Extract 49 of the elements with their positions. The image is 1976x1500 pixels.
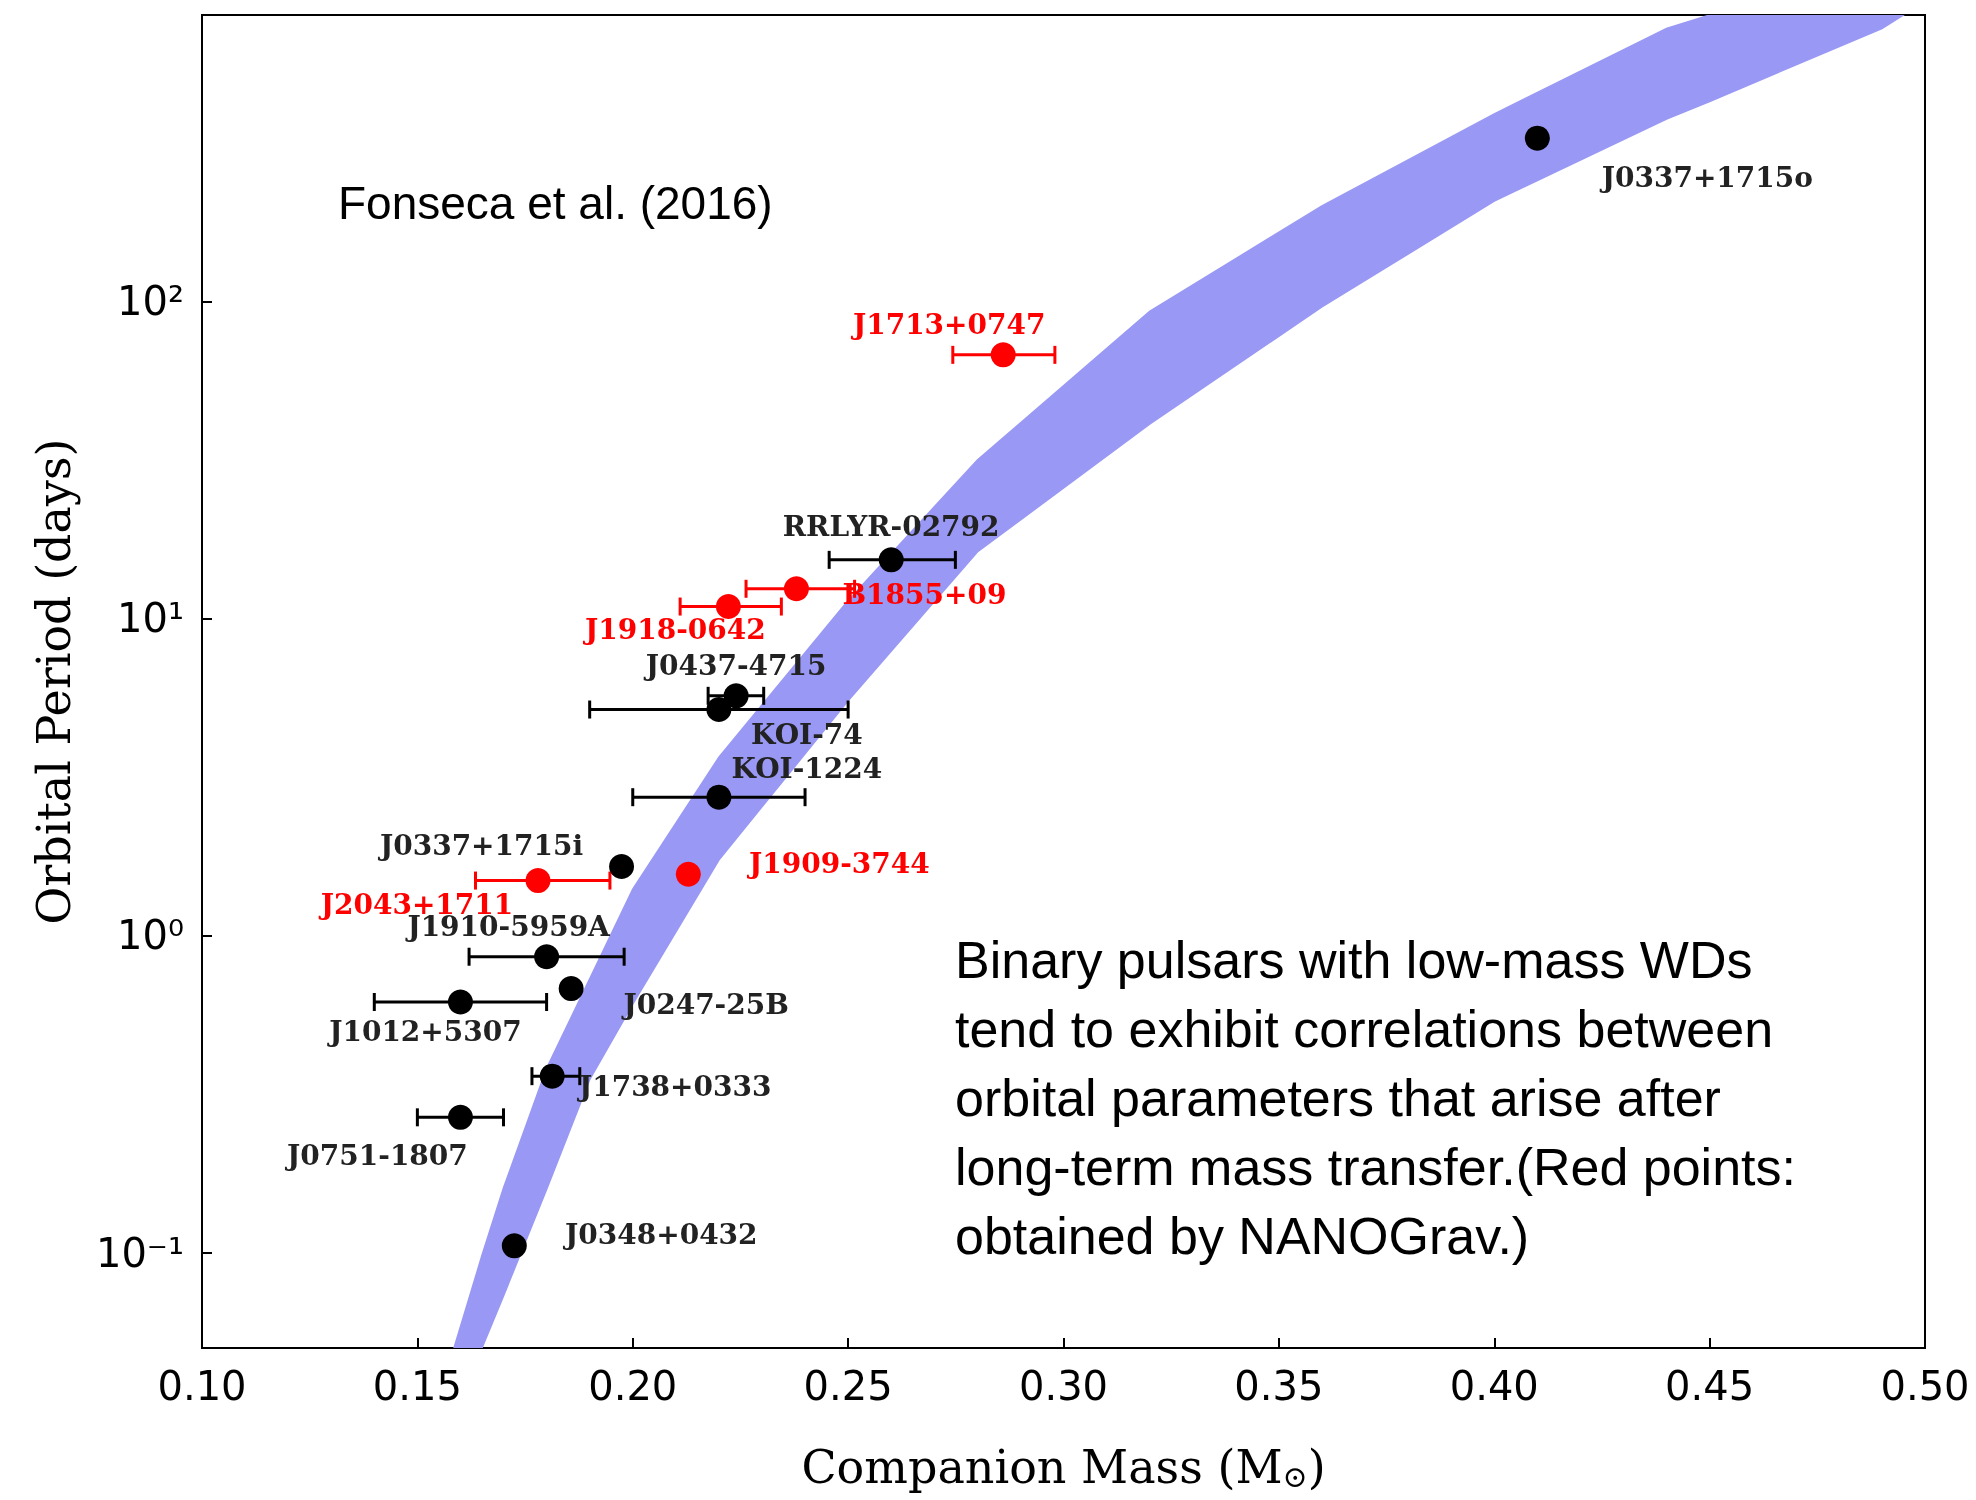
x-axis-title: Companion Mass (M⊙) bbox=[801, 1440, 1326, 1494]
y-tick-label: 10² bbox=[117, 278, 184, 325]
data-label: J1738+0333 bbox=[575, 1069, 772, 1103]
x-tick-label: 0.20 bbox=[588, 1363, 678, 1409]
data-label: J0247-25B bbox=[620, 988, 789, 1022]
y-tick-label: 10⁰ bbox=[117, 912, 184, 959]
y-axis-title: Orbital Period (days) bbox=[27, 438, 81, 925]
x-tick-label: 0.35 bbox=[1234, 1363, 1324, 1409]
data-label: J0751-1807 bbox=[284, 1138, 468, 1172]
point bbox=[675, 861, 701, 887]
x-tick-label: 0.50 bbox=[1880, 1363, 1970, 1409]
point bbox=[878, 547, 904, 573]
point bbox=[609, 854, 635, 880]
point bbox=[706, 697, 732, 723]
x-tick-label: 0.30 bbox=[1018, 1363, 1109, 1409]
data-label: J1918-0642 bbox=[582, 613, 766, 647]
x-tick-label: 0.25 bbox=[803, 1363, 893, 1409]
point bbox=[990, 342, 1016, 368]
x-tick-label: 0.45 bbox=[1665, 1363, 1755, 1409]
data-label: KOI-74 bbox=[751, 718, 863, 752]
data-label: B1855+09 bbox=[842, 578, 1007, 612]
data-label: J0337+1715i bbox=[376, 829, 584, 863]
point bbox=[447, 1104, 473, 1130]
data-label: J0437-4715 bbox=[642, 649, 827, 683]
y-tick-label: 10¹ bbox=[117, 595, 184, 642]
point bbox=[706, 784, 732, 810]
x-tick-label: 0.40 bbox=[1449, 1363, 1539, 1409]
point bbox=[525, 868, 551, 894]
data-label: J0337+1715o bbox=[1598, 160, 1813, 194]
data-label: KOI-1224 bbox=[731, 751, 883, 785]
y-tick-label: 10⁻¹ bbox=[95, 1229, 184, 1276]
annotation: Binary pulsars with low-mass WDs tend to exhibit correlations between orbital parameters that arise after long-term mass transfer.(Red points: obtained by NANOGrav.) bbox=[955, 930, 1811, 1265]
point bbox=[1524, 125, 1550, 151]
point bbox=[501, 1233, 527, 1259]
data-label: J1909-3744 bbox=[745, 846, 930, 880]
point bbox=[783, 576, 809, 602]
data-label: J1012+5307 bbox=[326, 1015, 522, 1049]
point bbox=[447, 989, 473, 1015]
point bbox=[723, 683, 749, 709]
x-tick-label: 0.15 bbox=[372, 1363, 462, 1409]
data-label: J0348+0432 bbox=[562, 1218, 758, 1252]
point bbox=[534, 944, 560, 970]
point bbox=[558, 976, 584, 1002]
x-tick-label: 0.10 bbox=[157, 1363, 247, 1409]
annotation: Fonseca et al. (2016) bbox=[338, 176, 773, 229]
data-label: RRLYR-02792 bbox=[782, 510, 1000, 544]
data-label: J1713+0747 bbox=[849, 308, 1046, 342]
point bbox=[715, 594, 741, 620]
point bbox=[539, 1063, 565, 1089]
